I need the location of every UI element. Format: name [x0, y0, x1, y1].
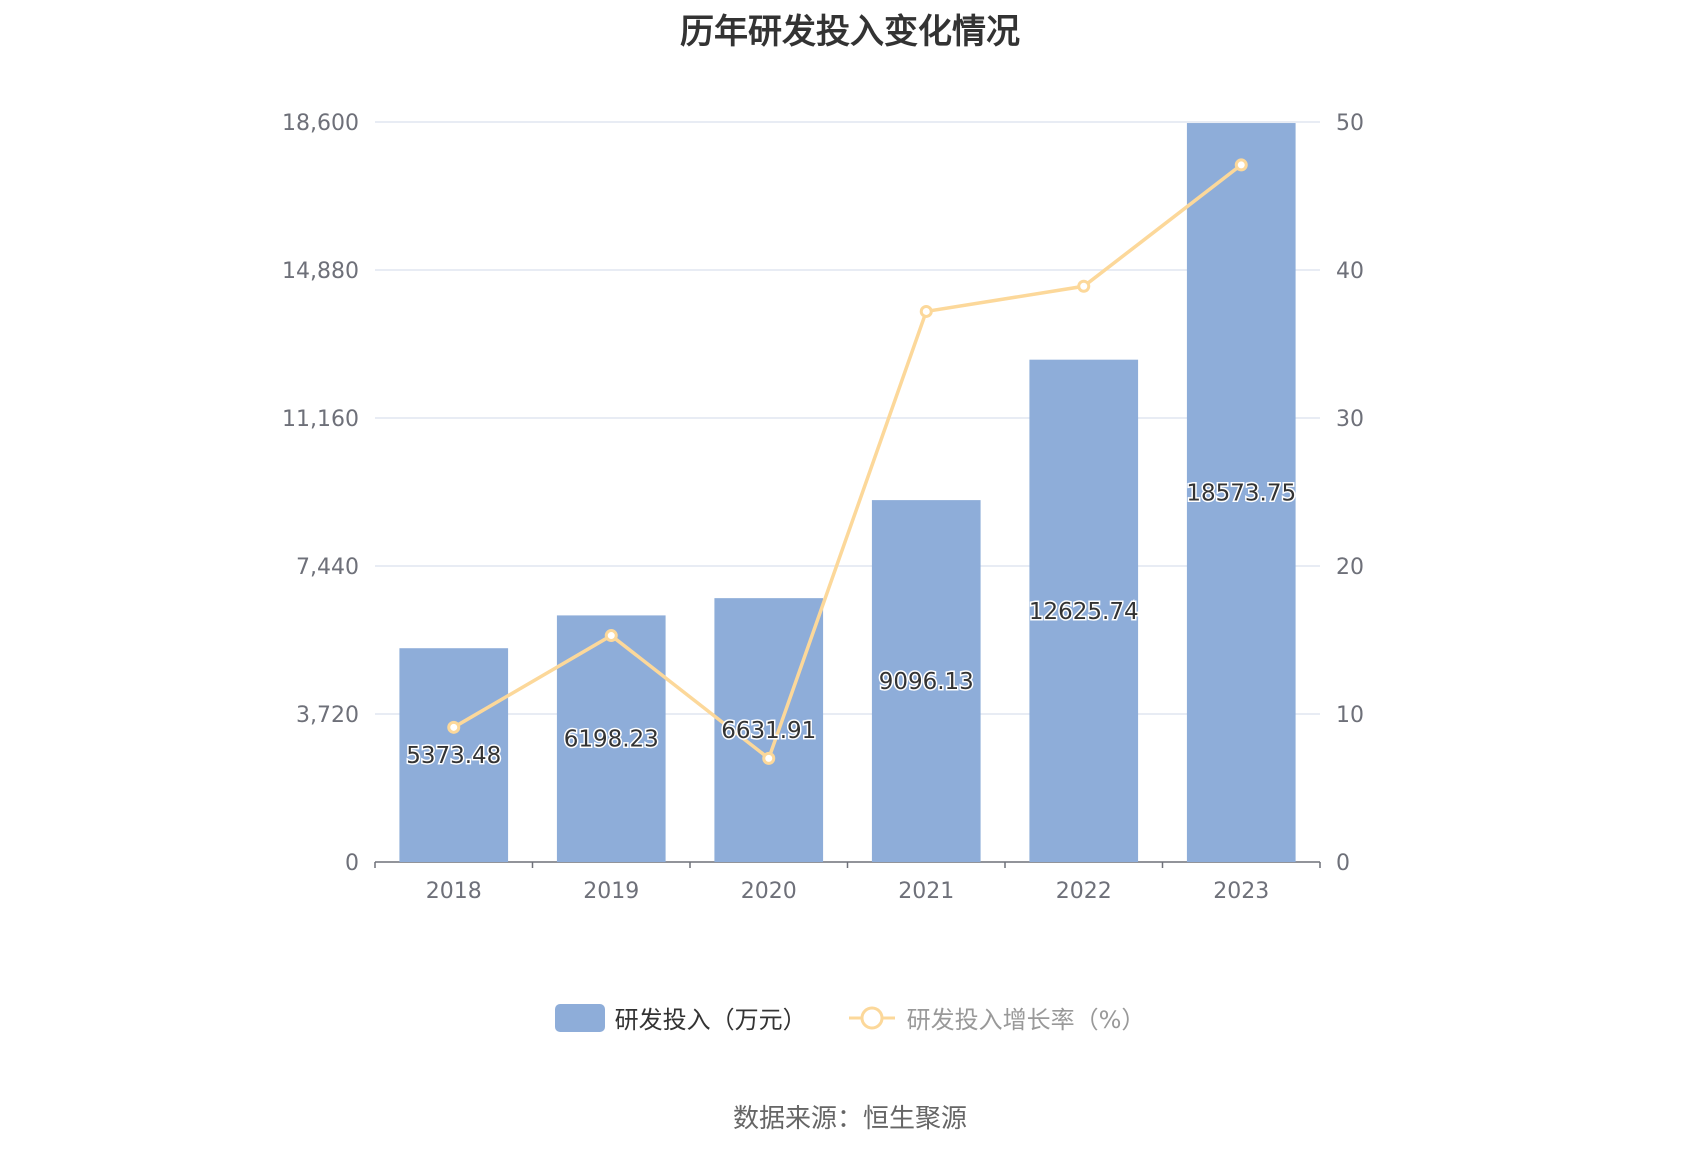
- growth-line: [452, 163, 1243, 762]
- legend-line-label: 研发投入增长率（%）: [906, 1006, 1146, 1034]
- bar-data-labels: 5373.48 6198.23 6631.91 9096.13 12625.74 1857…: [405, 479, 1298, 771]
- y-right-tick-label: 10: [1336, 703, 1364, 728]
- growth-point: [604, 629, 618, 643]
- y-left-tick-label: 11,160: [282, 407, 359, 432]
- bar: [871, 500, 981, 862]
- x-tick-label: 2019: [583, 879, 639, 904]
- axes: 0 3,720 7,440 11,160 14,880 18,600 0 10 20 30 40 50…: [282, 111, 1364, 904]
- line-series: [447, 158, 1248, 765]
- y-right-tick-label: 40: [1336, 259, 1364, 284]
- x-tick-label: 2018: [426, 879, 482, 904]
- bar-data-label: 9096.13: [879, 669, 974, 695]
- y-left-tick-label: 14,880: [282, 259, 359, 284]
- growth-point: [447, 720, 461, 734]
- legend: 研发投入（万元） 研发投入增长率（%）: [0, 1000, 1700, 1035]
- x-tick-label: 2023: [1213, 879, 1269, 904]
- x-tick-label: 2022: [1056, 879, 1112, 904]
- bar-data-label: 6631.91: [721, 718, 816, 744]
- bar-data-label: 6198.23: [564, 727, 659, 753]
- legend-item-bar[interactable]: 研发投入（万元）: [554, 1000, 807, 1035]
- y-right-tick-label: 30: [1336, 407, 1364, 432]
- x-tick-label: 2020: [741, 879, 797, 904]
- bar: [399, 648, 509, 862]
- growth-point: [1077, 279, 1091, 293]
- x-tick-label: 2021: [898, 879, 954, 904]
- bar: [1186, 123, 1296, 862]
- source-note: 数据来源：恒生聚源: [732, 1104, 967, 1134]
- legend-bar-label: 研发投入（万元）: [614, 1006, 807, 1034]
- growth-point: [762, 751, 776, 765]
- y-right-tick-label: 20: [1336, 555, 1364, 580]
- bar-data-label: 12625.74: [1029, 599, 1139, 625]
- y-left-tick-label: 7,440: [296, 555, 359, 580]
- bar-data-label: 5373.48: [406, 743, 501, 769]
- y-left-tick-label: 0: [345, 851, 359, 876]
- y-right-tick-label: 0: [1336, 851, 1350, 876]
- bar-series: [399, 123, 1296, 862]
- grid-lines: [375, 121, 1320, 715]
- growth-point: [919, 304, 933, 318]
- bar-data-label: 18573.75: [1186, 481, 1296, 507]
- y-left-tick-label: 18,600: [282, 111, 359, 136]
- legend-item-line[interactable]: 研发投入增长率（%）: [847, 1000, 1146, 1035]
- y-left-tick-label: 3,720: [296, 703, 359, 728]
- chart-title: 历年研发投入变化情况: [680, 12, 1020, 52]
- bar: [1029, 359, 1139, 862]
- legend-bar-swatch-icon: [554, 1003, 605, 1032]
- y-right-tick-label: 50: [1336, 111, 1364, 136]
- growth-point: [1234, 158, 1248, 172]
- legend-line-swatch-icon: [848, 1006, 895, 1029]
